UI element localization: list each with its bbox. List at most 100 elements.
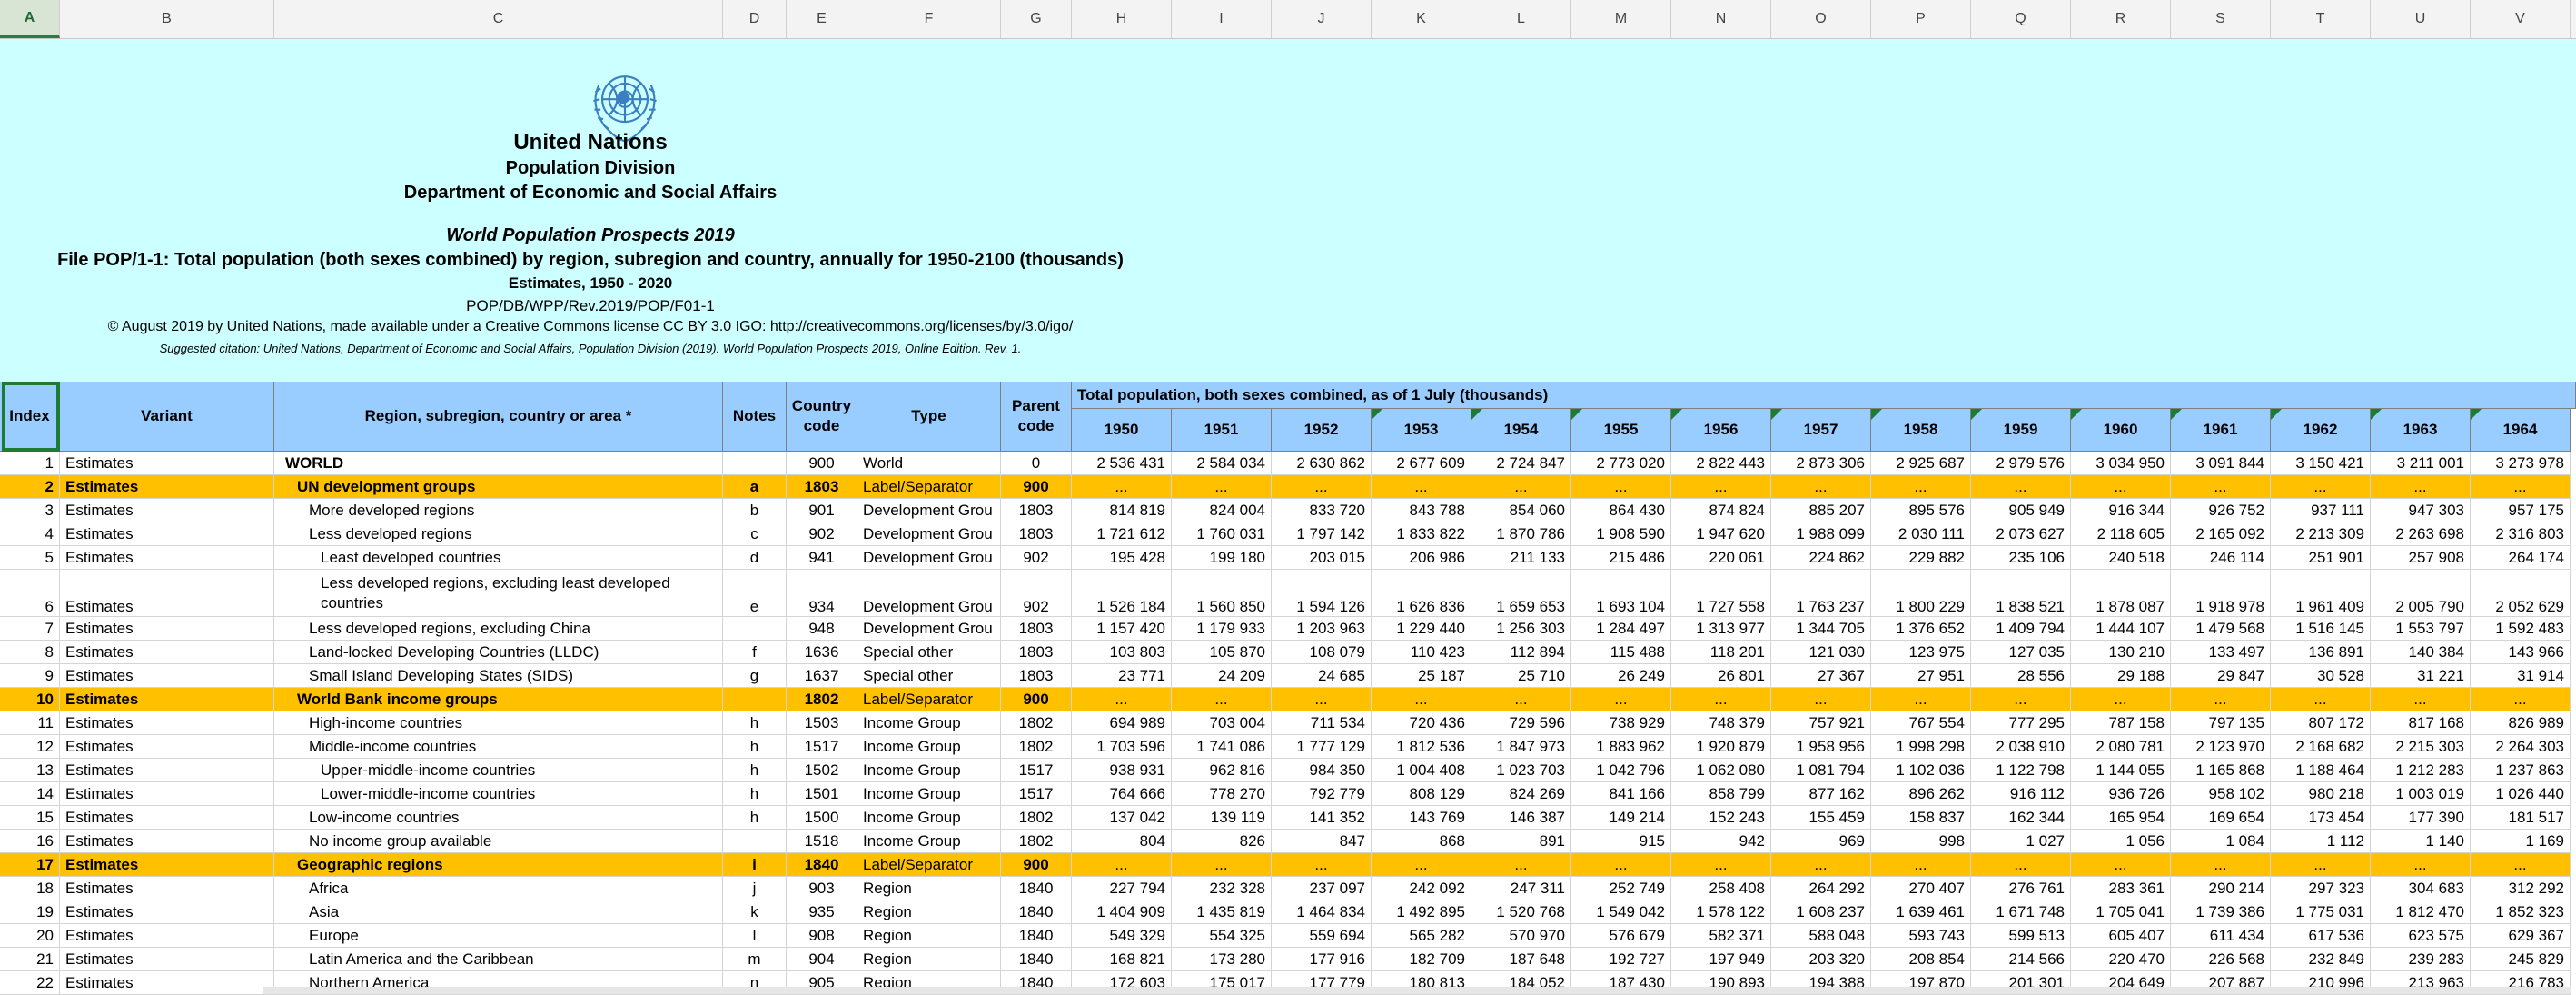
row-value-1951: 554 325 <box>1172 924 1272 948</box>
comment-indicator-icon <box>1471 409 1482 420</box>
row-value-1962: 807 172 <box>2271 711 2371 735</box>
row-notes: h <box>723 735 787 759</box>
row-parent-code: 1840 <box>1001 924 1072 948</box>
column-header-a[interactable]: A <box>0 0 60 38</box>
row-notes: b <box>723 499 787 522</box>
row-region-name: Small Island Developing States (SIDS) <box>274 664 723 688</box>
row-value-1953: ... <box>1372 853 1471 877</box>
row-notes: h <box>723 711 787 735</box>
row-country-code: 902 <box>787 522 857 546</box>
column-header-l[interactable]: L <box>1471 0 1571 38</box>
column-header-s[interactable]: S <box>2171 0 2271 38</box>
column-header-u[interactable]: U <box>2371 0 2471 38</box>
row-value-1962: 3 150 421 <box>2271 452 2371 475</box>
row-value-1954: ... <box>1471 688 1571 711</box>
row-value-1961: 133 497 <box>2171 641 2271 664</box>
row-value-1956: 258 408 <box>1671 877 1771 900</box>
row-variant: Estimates <box>60 617 274 641</box>
row-notes: f <box>723 641 787 664</box>
row-value-1956: 1 727 558 <box>1671 570 1771 617</box>
row-type: Development Grou <box>857 522 1001 546</box>
column-header-g[interactable]: G <box>1001 0 1072 38</box>
row-value-1954: 891 <box>1471 830 1571 853</box>
row-variant: Estimates <box>60 948 274 971</box>
row-value-1957: 885 207 <box>1771 499 1871 522</box>
row-index: 10 <box>0 688 60 711</box>
header-year-1960: 1960 <box>2071 409 2171 452</box>
row-index: 6 <box>0 570 60 617</box>
row-parent-code: 900 <box>1001 688 1072 711</box>
row-country-code: 1637 <box>787 664 857 688</box>
row-value-1953: 1 812 536 <box>1372 735 1471 759</box>
row-value-1960: 2 118 605 <box>2071 522 2171 546</box>
row-value-1963: ... <box>2371 853 2471 877</box>
row-value-1951: 232 328 <box>1172 877 1272 900</box>
column-header-n[interactable]: N <box>1671 0 1771 38</box>
comment-indicator-icon <box>2271 409 2282 420</box>
row-value-1959: 276 761 <box>1971 877 2071 900</box>
column-header-t[interactable]: T <box>2271 0 2371 38</box>
row-value-1955: 1 284 497 <box>1571 617 1671 641</box>
row-value-1958: 229 882 <box>1871 546 1971 570</box>
row-value-1962: 2 168 682 <box>2271 735 2371 759</box>
column-header-b[interactable]: B <box>60 0 274 38</box>
row-index: 21 <box>0 948 60 971</box>
column-header-h[interactable]: H <box>1072 0 1172 38</box>
column-header-p[interactable]: P <box>1871 0 1971 38</box>
row-value-1964: 3 273 978 <box>2471 452 2571 475</box>
row-value-1954: 146 387 <box>1471 806 1571 830</box>
comment-indicator-icon <box>1871 409 1882 420</box>
row-value-1951: 199 180 <box>1172 546 1272 570</box>
row-variant: Estimates <box>60 759 274 782</box>
header-country-code: Country code <box>787 382 857 452</box>
row-value-1951: 24 209 <box>1172 664 1272 688</box>
column-header-m[interactable]: M <box>1571 0 1671 38</box>
row-value-1958: 1 102 036 <box>1871 759 1971 782</box>
row-notes: h <box>723 782 787 806</box>
row-value-1955: 252 749 <box>1571 877 1671 900</box>
division-name: Population Division <box>505 158 676 178</box>
row-value-1956: ... <box>1671 853 1771 877</box>
column-header-j[interactable]: J <box>1272 0 1372 38</box>
row-parent-code: 1802 <box>1001 711 1072 735</box>
column-header-e[interactable]: E <box>787 0 857 38</box>
column-header-i[interactable]: I <box>1172 0 1272 38</box>
column-header-k[interactable]: K <box>1372 0 1471 38</box>
row-value-1953: 25 187 <box>1372 664 1471 688</box>
row-value-1964: ... <box>2471 688 2571 711</box>
comment-indicator-icon <box>1971 409 1982 420</box>
row-value-1962: ... <box>2271 688 2371 711</box>
column-header-d[interactable]: D <box>723 0 787 38</box>
row-value-1960: 916 344 <box>2071 499 2171 522</box>
row-value-1961: 1 918 978 <box>2171 570 2271 617</box>
row-value-1950: 195 428 <box>1072 546 1172 570</box>
row-value-1958: 123 975 <box>1871 641 1971 664</box>
row-region-name: Middle-income countries <box>274 735 723 759</box>
column-header-r[interactable]: R <box>2071 0 2171 38</box>
column-header-c[interactable]: C <box>274 0 723 38</box>
column-header-o[interactable]: O <box>1771 0 1871 38</box>
row-value-1950: 227 794 <box>1072 877 1172 900</box>
column-header-f[interactable]: F <box>857 0 1001 38</box>
column-header-v[interactable]: V <box>2471 0 2571 38</box>
row-value-1961: ... <box>2171 475 2271 499</box>
row-value-1952: 1 777 129 <box>1272 735 1372 759</box>
row-parent-code: 1803 <box>1001 522 1072 546</box>
horizontal-scrollbar[interactable] <box>263 987 2571 994</box>
row-value-1952: 833 720 <box>1272 499 1372 522</box>
column-header-q[interactable]: Q <box>1971 0 2071 38</box>
row-value-1961: 2 123 970 <box>2171 735 2271 759</box>
row-value-1954: 1 847 973 <box>1471 735 1571 759</box>
row-value-1957: 877 162 <box>1771 782 1871 806</box>
row-value-1953: 565 282 <box>1372 924 1471 948</box>
row-value-1957: 2 873 306 <box>1771 452 1871 475</box>
row-value-1952: 847 <box>1272 830 1372 853</box>
row-type: Special other <box>857 641 1001 664</box>
row-region-name: Latin America and the Caribbean <box>274 948 723 971</box>
row-value-1954: 187 648 <box>1471 948 1571 971</box>
row-variant: Estimates <box>60 971 274 995</box>
row-value-1964: ... <box>2471 853 2571 877</box>
row-value-1954: 824 269 <box>1471 782 1571 806</box>
row-country-code: 1517 <box>787 735 857 759</box>
